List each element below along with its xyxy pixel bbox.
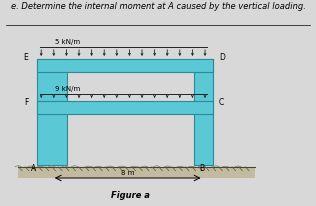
Bar	[37, 101, 213, 114]
Text: B: B	[199, 164, 204, 173]
Text: E: E	[24, 53, 28, 62]
Bar	[18, 167, 255, 178]
Bar	[37, 59, 67, 165]
Text: C: C	[219, 98, 224, 107]
Text: 8 m: 8 m	[121, 170, 134, 176]
Text: F: F	[24, 98, 28, 107]
Bar	[194, 59, 213, 165]
Text: D: D	[219, 53, 225, 62]
Text: 9 kN/m: 9 kN/m	[55, 86, 80, 92]
Text: A: A	[31, 164, 36, 173]
Text: Figure a: Figure a	[111, 191, 150, 200]
Bar	[37, 59, 213, 72]
Text: e. Determine the internal moment at A caused by the vertical loading.: e. Determine the internal moment at A ca…	[10, 2, 306, 11]
Text: 5 kN/m: 5 kN/m	[55, 39, 80, 45]
